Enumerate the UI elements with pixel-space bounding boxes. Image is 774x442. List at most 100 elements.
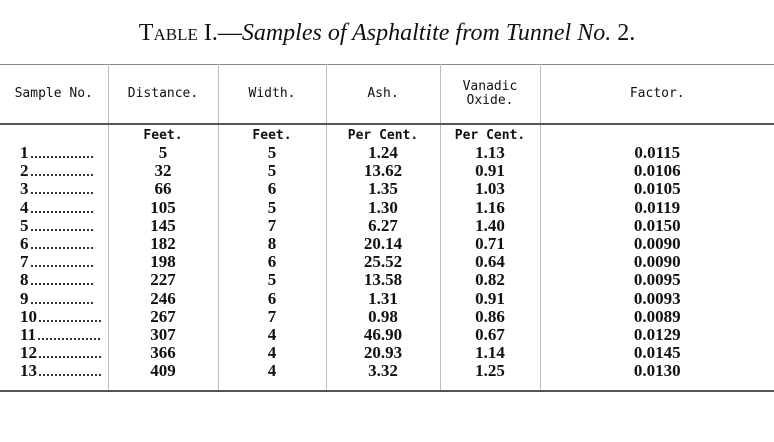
leader-dots <box>38 337 101 340</box>
column-unit-empty <box>0 124 109 144</box>
value-cell: 0.64 <box>440 253 541 272</box>
value-cell: 0.91 <box>440 289 541 308</box>
value-cell: 0.0089 <box>633 306 681 326</box>
leader-dots <box>30 210 93 213</box>
sample-number: 9 <box>20 288 30 308</box>
value-cell: 13.62 <box>326 162 441 181</box>
value-cell: 5 <box>218 271 327 290</box>
unit-row: Feet. Feet. Per Cent. Per Cent. <box>0 124 774 144</box>
value-cell: 1.25 <box>440 362 541 393</box>
leader-dots <box>39 319 101 322</box>
leader-dots <box>30 174 93 177</box>
title-number: 2. <box>617 20 636 46</box>
sample-number: 2 <box>20 161 30 181</box>
leader-dots <box>30 301 93 304</box>
table-row: 3 66 6 1.35 1.03 0.0105 <box>0 179 774 199</box>
value-cell: 7 <box>218 216 327 235</box>
column-unit: Feet. <box>218 124 327 144</box>
sample-number: 10 <box>20 306 38 326</box>
value-cell: 307 <box>108 325 219 345</box>
table-row: 11 307 4 46.90 0.67 0.0129 <box>0 324 774 345</box>
value-cell: 1.30 <box>326 198 441 217</box>
sample-number: 3 <box>20 179 30 199</box>
column-header: Width. <box>218 64 327 125</box>
value-cell: 1.03 <box>440 180 541 199</box>
title-label: Table I.— <box>138 20 242 46</box>
value-cell: 20.14 <box>326 234 441 254</box>
table-title: Table I.—Samples of Asphaltite from Tunn… <box>0 20 774 47</box>
value-cell: 0.0090 <box>633 252 681 272</box>
value-cell: 46.90 <box>326 325 441 345</box>
table-row: 6 182 8 20.14 0.71 0.0090 <box>0 234 774 254</box>
sample-cell: 7 <box>0 252 109 272</box>
value-cell: 145 <box>108 216 219 235</box>
sample-cell: 6 <box>0 234 109 254</box>
sample-number: 12 <box>20 343 38 363</box>
value-cell: 1.40 <box>440 216 541 235</box>
value-cell: 409 <box>108 362 219 393</box>
sample-cell: 5 <box>0 215 109 235</box>
sample-number: 13 <box>20 361 38 381</box>
value-cell: 0.0130 <box>540 362 774 393</box>
sample-cell: 11 <box>0 324 109 345</box>
table-row: 1 5 5 1.24 1.13 0.0115 <box>0 143 774 163</box>
value-cell: 0.91 <box>440 162 541 181</box>
value-cell: 6 <box>218 253 327 272</box>
sample-cell: 9 <box>0 288 109 308</box>
value-cell: 8 <box>218 234 327 254</box>
table-row: 12 366 4 20.93 1.14 0.0145 <box>0 343 774 363</box>
value-cell: 13.58 <box>326 271 441 290</box>
table-body: 1 5 5 1.24 1.13 0.0115 2 32 5 13.62 0.91 0.0106 3 66 6… <box>0 143 774 393</box>
leader-dots <box>39 374 101 377</box>
value-cell: 0.67 <box>440 325 541 345</box>
leader-dots <box>30 228 93 231</box>
sample-number: 11 <box>20 324 38 344</box>
value-cell: 0.0115 <box>634 143 681 163</box>
column-unit: Per Cent. <box>440 124 541 144</box>
sample-number: 7 <box>20 252 30 272</box>
table-row: 13 409 4 3.32 1.25 0.0130 <box>0 361 774 393</box>
sample-number: 4 <box>20 197 30 217</box>
value-cell: 66 <box>108 180 219 199</box>
value-cell: 32 <box>108 162 219 181</box>
value-cell: 246 <box>108 289 219 308</box>
leader-dots <box>39 356 101 359</box>
table-row: 9 246 6 1.31 0.91 0.0093 <box>0 288 774 308</box>
value-cell: 267 <box>108 307 219 326</box>
leader-dots <box>30 265 93 268</box>
value-cell: 0.71 <box>440 234 541 254</box>
leader-dots <box>30 192 93 195</box>
value-cell: 6 <box>218 289 327 308</box>
table-row: 7 198 6 25.52 0.64 0.0090 <box>0 252 774 272</box>
value-cell: 0.0145 <box>633 343 681 363</box>
value-cell: 20.93 <box>326 344 441 363</box>
value-cell: 0.0095 <box>633 270 681 290</box>
sample-cell: 4 <box>0 197 109 217</box>
value-cell: 1.24 <box>326 144 441 163</box>
value-cell: 6 <box>218 180 327 199</box>
leader-dots <box>30 247 93 250</box>
value-cell: 0.0093 <box>633 288 681 308</box>
sample-cell: 3 <box>0 179 109 199</box>
table-row: 8 227 5 13.58 0.82 0.0095 <box>0 270 774 290</box>
table-row: 2 32 5 13.62 0.91 0.0106 <box>0 161 774 181</box>
value-cell: 0.0105 <box>633 179 681 199</box>
value-cell: 0.86 <box>440 307 541 326</box>
value-cell: 1.31 <box>326 289 441 308</box>
value-cell: 1.13 <box>440 144 541 163</box>
value-cell: 0.0150 <box>633 215 681 235</box>
sample-number: 1 <box>20 143 30 163</box>
table-head: Sample No. Distance. Width. Ash. Vanadic Oxi… <box>0 64 774 144</box>
value-cell: 0.98 <box>326 307 441 326</box>
value-cell: 1.14 <box>440 344 541 363</box>
value-cell: 1.35 <box>326 180 441 199</box>
value-cell: 0.0119 <box>634 197 681 217</box>
value-cell: 0.0129 <box>633 324 681 344</box>
sample-number: 8 <box>20 270 30 290</box>
value-cell: 6.27 <box>326 216 441 235</box>
value-cell: 7 <box>218 307 327 326</box>
value-cell: 366 <box>108 344 219 363</box>
value-cell: 227 <box>108 271 219 290</box>
value-cell: 1.16 <box>440 198 541 217</box>
